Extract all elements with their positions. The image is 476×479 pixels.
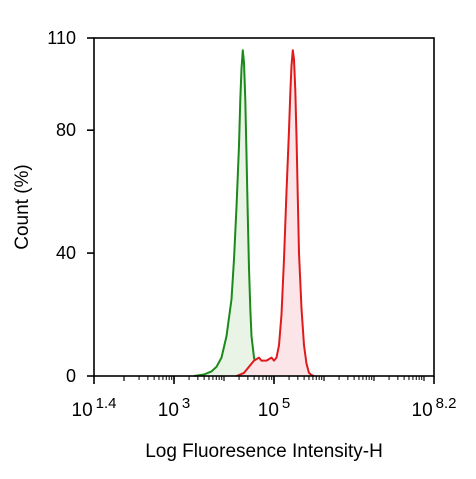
- x-tick-label: 10 1.4: [72, 395, 117, 421]
- y-axis-ticks: 0 40 80 110: [47, 28, 94, 386]
- plot-frame: [93, 37, 435, 377]
- y-tick-label: 0: [66, 366, 76, 386]
- x-tick-base: 10: [158, 400, 179, 421]
- series-layer: [193, 49, 315, 377]
- series-1-fill: [193, 50, 267, 377]
- series-2-line: [236, 49, 315, 377]
- x-axis-ticks: 10 1.4 10 3 10 5 10 8.2: [72, 376, 457, 421]
- y-tick-label: 80: [56, 120, 76, 140]
- x-tick-exponent: 1.4: [96, 395, 117, 412]
- y-axis-title: Count (%): [12, 164, 33, 250]
- x-tick-base: 10: [412, 400, 433, 421]
- x-axis-title: Log Fluoresence Intensity-H: [145, 441, 383, 462]
- x-tick-label: 10 8.2: [412, 395, 457, 421]
- y-tick-label: 110: [47, 28, 76, 48]
- x-tick-base: 10: [72, 400, 93, 421]
- x-tick-base: 10: [258, 400, 279, 421]
- x-tick-exponent: 5: [282, 395, 290, 412]
- y-tick-label: 40: [56, 243, 76, 263]
- x-tick-label: 10 5: [258, 395, 290, 421]
- x-tick-exponent: 3: [182, 395, 190, 412]
- series-2-fill: [236, 50, 314, 377]
- x-tick-exponent: 8.2: [436, 395, 457, 412]
- x-tick-label: 10 3: [158, 395, 190, 421]
